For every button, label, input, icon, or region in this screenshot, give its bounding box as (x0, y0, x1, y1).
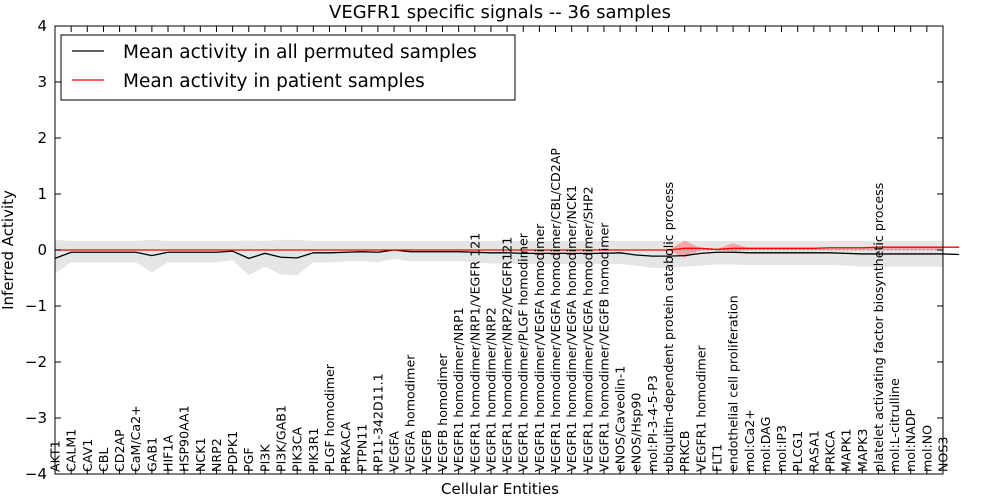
x-tick-label: PI3K/GAB1 (274, 405, 289, 472)
series-line-permuted (54, 249, 960, 260)
x-tick-label: endothelial cell proliferation (726, 295, 741, 472)
x-tick-label: NCK1 (193, 438, 208, 473)
x-tick-label: CD2AP (112, 429, 127, 472)
x-tick-label: VEGFA (387, 431, 402, 472)
x-tick-label: mol:IP3 (774, 425, 789, 472)
x-tick-label: RASA1 (806, 430, 821, 472)
y-tick-label: −1 (25, 297, 47, 315)
x-tick-label: mol:Ca2+ (742, 409, 757, 472)
y-axis-label: Inferred Activity (0, 190, 17, 310)
x-tick-label: PIK3R1 (306, 428, 321, 472)
x-tick-label: PRKCA (822, 430, 837, 472)
x-tick-label: mol:NADP (903, 409, 918, 472)
x-tick-label: CBL (96, 448, 111, 472)
y-tick-label: 1 (37, 185, 47, 203)
y-tick-label: −4 (25, 465, 47, 483)
x-tick-label: VEGFR1 homodimer/NRP2/VEGFR121 (500, 237, 515, 472)
x-tick-label: VEGFR1 homodimer/VEGFA homodimer/SHP2 (580, 186, 595, 472)
x-tick-label: RP11-342D11.1 (370, 373, 385, 472)
x-tick-label: PGF (241, 447, 256, 472)
x-tick-label: VEGFA homodimer (403, 354, 418, 472)
x-tick-label: PIK3CA (290, 427, 305, 472)
x-tick-label: CaM/Ca2+ (128, 405, 143, 472)
x-tick-label: PRKACA (338, 421, 353, 472)
x-axis-ticks: AKT1 CALM1 CAV1 CBL CD2AP CaM/Ca2+ GAB1 HIF1A HS… (48, 26, 951, 474)
y-tick-label: 2 (37, 129, 47, 147)
x-tick-label: VEGFR1 homodimer/NRP2 (483, 307, 498, 472)
series-line-patient (55, 246, 960, 251)
x-tick-label: NRP2 (209, 438, 224, 472)
x-tick-label: VEGFR1 homodimer/VEGFA homodimer (532, 223, 547, 472)
x-tick-label: CAV1 (80, 439, 95, 472)
y-tick-label: 0 (37, 241, 47, 259)
x-tick-label: FLT1 (709, 444, 724, 472)
legend: Mean activity in all permuted samples Me… (60, 34, 516, 101)
y-tick-label: −3 (25, 409, 47, 427)
y-tick-label: 3 (37, 73, 47, 91)
x-tick-label: PI3K (257, 444, 272, 472)
x-tick-label: platelet activating factor biosynthetic … (871, 183, 886, 472)
y-tick-label: −2 (25, 353, 47, 371)
band-patient (55, 240, 943, 258)
x-tick-label: PRKCB (677, 431, 692, 472)
x-tick-label: VEGFR1 homodimer/NRP1/VEGFR 121 (467, 233, 482, 472)
x-tick-label: VEGFR1 homodimer/VEGFA homodimer/NCK1 (564, 185, 579, 472)
x-tick-label: MAPK1 (839, 429, 854, 472)
x-axis-label: Cellular Entities (441, 480, 559, 498)
y-axis-ticks: 4 3 2 1 0 −1 −2 −3 −4 (25, 17, 943, 483)
x-tick-label: AKT1 (48, 440, 63, 472)
y-tick-label: 4 (37, 17, 47, 35)
x-tick-label: NOS3 (936, 437, 951, 472)
x-tick-label: VEGFR1 homodimer (693, 344, 708, 472)
chart-title: VEGFR1 specific signals -- 36 samples (329, 2, 671, 23)
x-tick-label: VEGFR1 homodimer/VEGFA homodimer/CBL/CD2… (548, 148, 563, 472)
legend-label-permuted: Mean activity in all permuted samples (123, 42, 477, 63)
x-tick-label: CALM1 (64, 429, 79, 472)
series-lines (54, 246, 960, 260)
x-tick-label: HIF1A (161, 435, 176, 472)
x-tick-label: VEGFB (419, 430, 434, 472)
legend-frame (60, 34, 516, 101)
x-tick-label: mol:NO (919, 425, 934, 472)
x-tick-label: GAB1 (144, 437, 159, 472)
x-tick-label: mol:PI-3-4-5-P3 (645, 375, 660, 472)
x-tick-label: eNOS/Caveolin-1 (613, 366, 628, 472)
x-tick-label: VEGFR1 homodimer/PLGF homodimer (516, 232, 531, 472)
x-tick-label: PLCG1 (790, 431, 805, 472)
x-tick-label: VEGFR1 homodimer/VEGFB homodimer (596, 222, 611, 472)
x-tick-label: VEGFR1 homodimer/NRP1 (451, 307, 466, 472)
x-tick-label: MAPK3 (855, 429, 870, 472)
x-tick-label: mol:DAG (758, 417, 773, 472)
x-tick-label: eNOS/Hsp90 (629, 393, 644, 472)
x-tick-label: ubiquitin-dependent protein catabolic pr… (661, 182, 676, 472)
legend-label-patient: Mean activity in patient samples (123, 71, 425, 92)
x-tick-label: HSP90AA1 (177, 405, 192, 472)
x-tick-label: PDPK1 (225, 431, 240, 472)
x-tick-label: mol:L-citrulline (887, 378, 902, 472)
x-tick-label: PLGF homodimer (322, 363, 337, 472)
x-tick-label: VEGFB homodimer (435, 353, 450, 472)
x-tick-label: PTPN11 (354, 424, 369, 472)
